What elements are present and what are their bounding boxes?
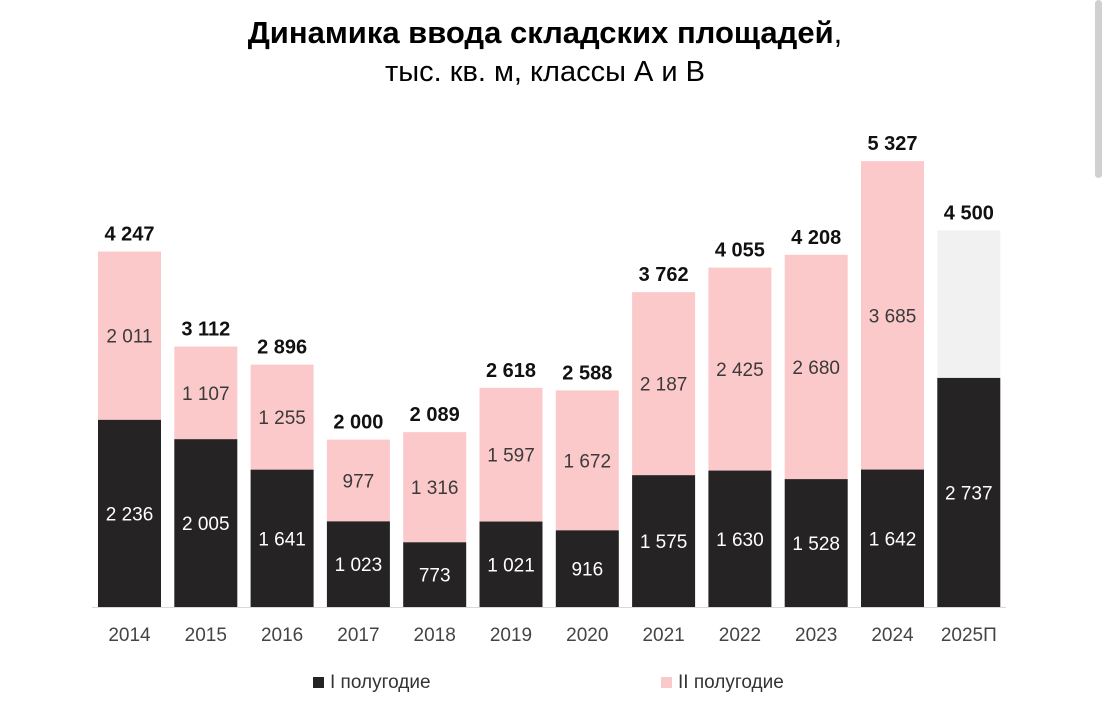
chart-title-comma: , bbox=[833, 15, 843, 50]
scrollbar[interactable] bbox=[1095, 0, 1102, 178]
label-h1-2019: 1 021 bbox=[487, 555, 535, 576]
bar-h1-2025П bbox=[937, 377, 1001, 607]
bar-h1-2023 bbox=[784, 479, 848, 607]
total-label-2016: 2 896 bbox=[257, 337, 307, 359]
bar-h2-2023 bbox=[784, 254, 848, 480]
bar-h2-2025П bbox=[937, 230, 1001, 378]
total-label-2018: 2 089 bbox=[410, 404, 460, 426]
legend-label-h2: II полугодие bbox=[678, 672, 784, 693]
bar-h2-2022 bbox=[708, 267, 772, 471]
bar-h2-2015 bbox=[174, 346, 238, 440]
total-label-2022: 4 055 bbox=[715, 240, 765, 262]
legend-item-h1: I полугодие bbox=[313, 672, 431, 694]
label-h1-2015: 2 005 bbox=[182, 514, 230, 535]
legend-item-h2: II полугодие bbox=[661, 672, 784, 694]
bar-h1-2014 bbox=[98, 419, 161, 607]
bar-h1-2018 bbox=[403, 542, 467, 607]
label-h1-2023: 1 528 bbox=[792, 534, 840, 555]
x-tick-2017: 2017 bbox=[337, 625, 379, 646]
x-tick-2014: 2014 bbox=[108, 625, 151, 646]
label-h2-2016: 1 255 bbox=[258, 408, 306, 429]
total-label-2024: 5 327 bbox=[867, 133, 917, 155]
label-h2-2021: 2 187 bbox=[640, 375, 688, 396]
total-label-2025П: 4 500 bbox=[944, 202, 994, 224]
bar-h2-2021 bbox=[632, 292, 696, 476]
label-h1-2016: 1 641 bbox=[258, 529, 306, 550]
total-label-2021: 3 762 bbox=[639, 264, 689, 286]
bar-h2-2024 bbox=[861, 161, 924, 470]
bar-h1-2020 bbox=[555, 530, 619, 607]
x-tick-2023: 2023 bbox=[795, 625, 837, 646]
chart-subtitle: тыс. кв. м, классы А и В bbox=[385, 56, 705, 88]
total-label-2023: 4 208 bbox=[791, 227, 841, 249]
bar-h1-2021 bbox=[632, 475, 696, 607]
label-h1-2025П: 2 737 bbox=[945, 483, 993, 504]
bar-h1-2015 bbox=[174, 439, 238, 607]
x-tick-2020: 2020 bbox=[566, 625, 608, 646]
label-h1-2024: 1 642 bbox=[869, 529, 917, 550]
bar-h1-2016 bbox=[250, 469, 314, 607]
bar-h1-2019 bbox=[479, 521, 543, 607]
total-label-2014: 4 247 bbox=[104, 224, 154, 246]
label-h2-2020: 1 672 bbox=[564, 451, 612, 472]
bar-h1-2024 bbox=[861, 469, 924, 607]
bar-h2-2019 bbox=[479, 387, 543, 522]
bar-h1-2017 bbox=[326, 521, 390, 607]
label-h2-2023: 2 680 bbox=[792, 358, 840, 379]
total-label-2019: 2 618 bbox=[486, 360, 536, 382]
x-tick-2024: 2024 bbox=[871, 625, 914, 646]
bar-h2-2020 bbox=[555, 390, 619, 531]
label-h1-2020: 916 bbox=[571, 560, 603, 581]
bar-h1-2022 bbox=[708, 470, 772, 607]
legend-swatch-h2 bbox=[661, 677, 672, 688]
legend-label-h1: I полугодие bbox=[330, 672, 431, 693]
label-h1-2018: 773 bbox=[419, 566, 451, 587]
label-h2-2019: 1 597 bbox=[487, 446, 535, 467]
total-label-2017: 2 000 bbox=[333, 412, 383, 434]
x-tick-2025П: 2025П bbox=[941, 625, 997, 646]
total-label-2015: 3 112 bbox=[181, 319, 230, 341]
label-h1-2017: 1 023 bbox=[335, 555, 383, 576]
x-tick-2021: 2021 bbox=[642, 625, 684, 646]
label-h2-2014: 2 011 bbox=[106, 327, 152, 348]
x-tick-2016: 2016 bbox=[261, 625, 303, 646]
x-tick-2015: 2015 bbox=[185, 625, 227, 646]
bar-h2-2016 bbox=[250, 364, 314, 470]
label-h1-2014: 2 236 bbox=[106, 504, 154, 525]
label-h2-2017: 977 bbox=[343, 471, 375, 492]
label-h2-2024: 3 685 bbox=[869, 306, 917, 327]
label-h2-2022: 2 425 bbox=[716, 360, 764, 381]
bar-h2-2017 bbox=[326, 439, 390, 522]
bar-h2-2018 bbox=[403, 432, 467, 543]
legend-swatch-h1 bbox=[313, 677, 324, 688]
x-tick-2018: 2018 bbox=[414, 625, 456, 646]
x-tick-2022: 2022 bbox=[719, 625, 761, 646]
label-h2-2015: 1 107 bbox=[182, 384, 230, 405]
label-h1-2021: 1 575 bbox=[640, 532, 688, 553]
chart-title-main: Динамика ввода складских площадей bbox=[247, 15, 834, 50]
chart-title: Динамика ввода складских площадей, тыс. … bbox=[0, 14, 1090, 90]
label-h2-2018: 1 316 bbox=[411, 478, 459, 499]
bar-h2-2014 bbox=[98, 251, 161, 420]
label-h1-2022: 1 630 bbox=[716, 530, 764, 551]
x-tick-2019: 2019 bbox=[490, 625, 532, 646]
total-label-2020: 2 588 bbox=[562, 362, 612, 384]
